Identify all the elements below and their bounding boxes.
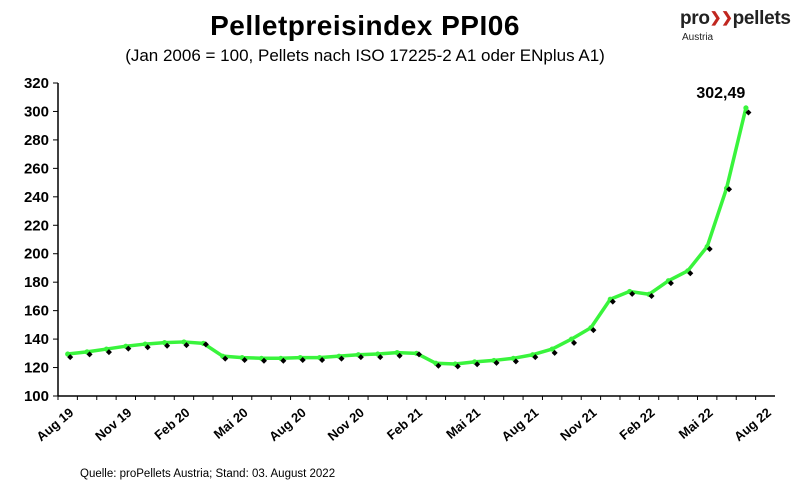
series-point	[103, 346, 110, 352]
series-point	[161, 340, 168, 346]
diamond-marker	[416, 351, 422, 358]
diamond-marker	[338, 355, 345, 362]
series-point	[65, 351, 71, 357]
diamond-marker	[571, 339, 578, 346]
x-tick-label: Aug 19	[33, 405, 76, 444]
chart-title: Pelletpreisindex PPI06	[210, 10, 520, 41]
diamond-marker	[105, 349, 112, 356]
diamond-marker	[551, 349, 558, 356]
diamond-marker	[493, 359, 500, 366]
diamond-marker	[86, 351, 93, 358]
series-point	[181, 339, 187, 345]
y-tick-label: 120	[24, 360, 49, 377]
data-label: 302,49	[696, 85, 745, 102]
diamond-marker	[357, 354, 364, 361]
diamond-marker	[474, 361, 481, 368]
series-point	[549, 346, 555, 352]
diamond-marker	[183, 342, 190, 349]
series-point	[743, 105, 749, 111]
series-point	[375, 351, 381, 357]
y-tick-label: 180	[24, 274, 49, 291]
diamond-marker	[512, 358, 519, 365]
diamond-marker	[687, 270, 694, 277]
diamond-marker	[67, 354, 74, 361]
y-tick-label: 240	[24, 189, 49, 206]
series-point	[142, 341, 148, 347]
y-tick-label: 320	[24, 75, 49, 92]
x-tick-label: Aug 20	[266, 405, 309, 444]
diamond-marker	[609, 298, 616, 305]
logo-subtitle: Austria	[682, 32, 714, 43]
diamond-marker	[377, 354, 384, 361]
diamond-marker	[164, 342, 171, 349]
diamond-marker	[706, 246, 713, 253]
source-note: Quelle: proPellets Austria; Stand: 03. A…	[80, 468, 336, 480]
diamond-marker	[299, 357, 306, 364]
y-tick-label: 200	[24, 246, 49, 263]
diamond-marker	[396, 352, 403, 359]
diamond-marker	[125, 345, 132, 352]
diamond-marker	[435, 362, 442, 369]
diamond-marker	[590, 327, 597, 334]
x-tick-label: Nov 21	[557, 405, 599, 444]
x-tick-label: Nov 19	[92, 405, 134, 444]
diamond-marker	[726, 186, 733, 193]
x-tick-label: Nov 20	[325, 405, 367, 444]
diamond-marker	[648, 292, 655, 299]
x-tick-label: Feb 20	[151, 405, 192, 443]
x-tick-label: Mai 21	[443, 405, 483, 442]
series-point	[568, 336, 575, 342]
diamond-marker	[241, 357, 248, 364]
x-tick-label: Mai 22	[676, 405, 716, 442]
diamond-marker	[667, 280, 674, 287]
x-tick-label: Feb 21	[384, 405, 425, 443]
diamond-marker	[260, 357, 267, 364]
x-tick-label: Mai 20	[211, 405, 251, 442]
chart-subtitle: (Jan 2006 = 100, Pellets nach ISO 17225-…	[125, 46, 605, 65]
y-tick-label: 300	[24, 103, 49, 120]
diamond-marker	[280, 357, 287, 364]
logo-text-left: pro	[680, 8, 710, 29]
diamond-marker	[319, 357, 326, 364]
series-point	[510, 355, 516, 361]
logo-chevron-icon: ❯❯	[709, 9, 733, 25]
propellets-logo: pro❯❯pellets Austria	[680, 8, 795, 48]
y-tick-label: 260	[24, 160, 49, 177]
logo-wordmark: pro❯❯pellets	[680, 8, 791, 30]
diamond-marker	[202, 341, 209, 348]
diamond-marker	[454, 363, 461, 370]
y-tick-label: 140	[24, 331, 49, 348]
diamond-marker	[532, 354, 539, 361]
diamond-marker	[745, 109, 752, 116]
y-tick-label: 220	[24, 217, 49, 234]
y-tick-label: 100	[24, 388, 49, 405]
y-tick-label: 160	[24, 303, 49, 320]
y-tick-label: 280	[24, 132, 49, 149]
series-line	[65, 106, 748, 366]
x-tick-label: Aug 22	[731, 405, 774, 444]
series-point	[394, 350, 400, 356]
diamond-marker	[629, 290, 636, 297]
x-tick-label: Aug 21	[499, 405, 542, 444]
diamond-marker	[144, 344, 151, 351]
logo-text-right: pellets	[732, 8, 791, 29]
x-tick-label: Feb 22	[616, 405, 657, 443]
diamond-marker	[222, 355, 229, 362]
